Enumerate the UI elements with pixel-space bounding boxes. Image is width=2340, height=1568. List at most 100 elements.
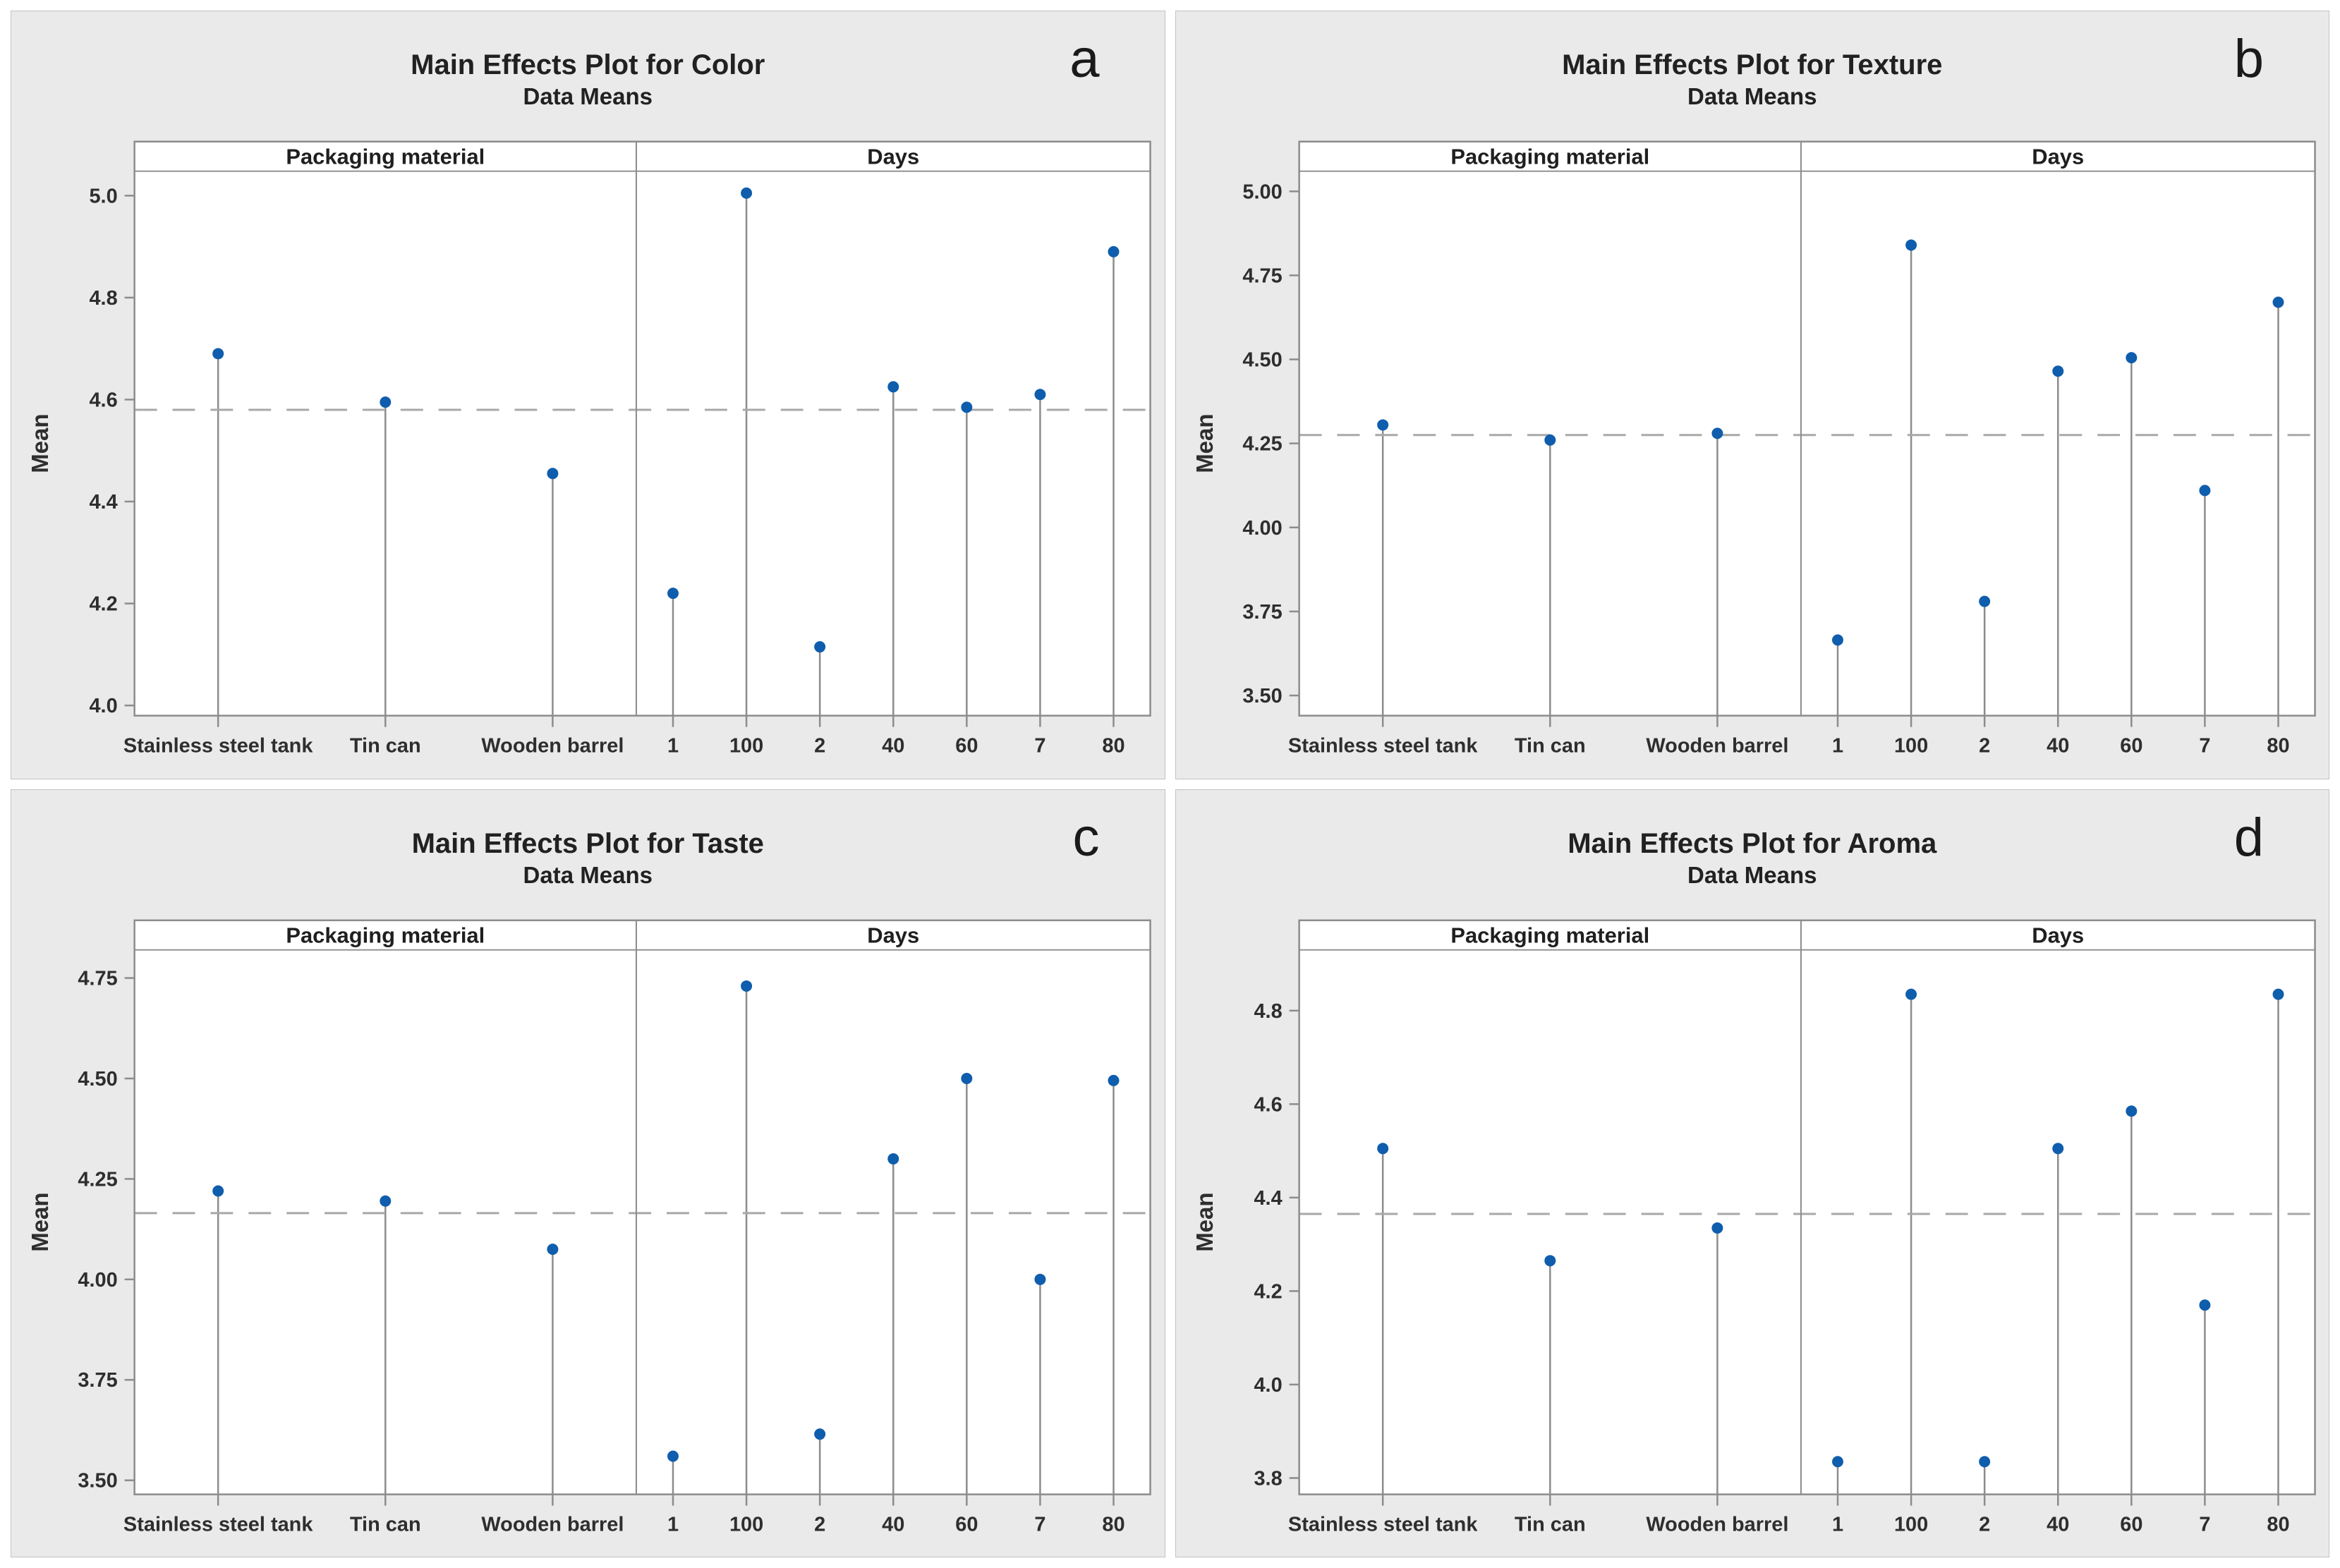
chart-taste-plot: Packaging material Days 3.50 3.75 4.00 4.25 4.… xyxy=(27,918,1151,1536)
data-point-marker xyxy=(547,468,559,480)
x-category-label: 2 xyxy=(814,1513,825,1536)
y-tick-label: 4.4 xyxy=(89,491,117,513)
chart-aroma-plot: Packaging material Days 3.8 4.0 4.2 4.4 4.6 4.8… xyxy=(1191,918,2316,1536)
x-category-label: Tin can xyxy=(1514,1513,1585,1536)
panel-header-packaging: Packaging material xyxy=(1450,923,1649,947)
y-tick-label: 4.25 xyxy=(78,1168,117,1191)
x-category-label: Stainless steel tank xyxy=(123,1513,313,1536)
data-point-marker xyxy=(1034,1273,1046,1285)
y-tick-label: 3.50 xyxy=(1242,685,1282,707)
chart-color-plot: Packaging material Days 4.0 4.2 4.4 4.6 4.8 5.0… xyxy=(27,140,1151,758)
x-category-label: 7 xyxy=(1034,735,1045,758)
y-tick-label: 4.50 xyxy=(1242,349,1282,372)
data-point-marker xyxy=(1905,239,1917,251)
plot-border xyxy=(1297,140,2316,717)
x-category-label: 1 xyxy=(667,1513,679,1536)
data-point-marker xyxy=(667,1450,679,1461)
x-category-label: 80 xyxy=(1102,735,1124,758)
y-axis-title: Mean xyxy=(27,1192,53,1251)
data-point-marker xyxy=(1978,1455,1990,1467)
x-category-label: 100 xyxy=(1893,1513,1927,1536)
x-category-label: Wooden barrel xyxy=(1646,1513,1788,1536)
panel-header-packaging: Packaging material xyxy=(1450,145,1649,169)
plot-border xyxy=(1297,918,2316,1495)
y-tick-label: 5.00 xyxy=(1242,181,1282,203)
x-category-label: 60 xyxy=(955,735,978,758)
panel-letter: d xyxy=(2233,807,2264,868)
data-point-marker xyxy=(741,187,753,199)
chart-taste: Packaging material Days 3.50 3.75 4.00 4.25 4.… xyxy=(11,789,1165,1557)
x-category-label: Wooden barrel xyxy=(481,1513,624,1536)
plot-background xyxy=(134,141,1151,716)
panel-letter: a xyxy=(1069,29,1100,89)
data-point-marker xyxy=(2198,1299,2210,1311)
data-point-marker xyxy=(1978,595,1990,607)
x-category-label: 60 xyxy=(955,1513,978,1536)
y-tick-label: 3.8 xyxy=(1254,1467,1282,1490)
data-point-marker xyxy=(2272,988,2284,1000)
chart-aroma: Packaging material Days 3.8 4.0 4.2 4.4 4.6 4.8… xyxy=(1175,789,2329,1557)
y-tick-label: 4.6 xyxy=(89,389,117,411)
panel-header-packaging: Packaging material xyxy=(286,145,485,169)
y-tick-label: 4.50 xyxy=(78,1067,117,1090)
x-category-label: 2 xyxy=(1979,1513,1990,1536)
data-point-marker xyxy=(1544,434,1556,446)
data-point-marker xyxy=(2051,365,2063,377)
plot-border xyxy=(133,140,1151,717)
y-tick-label: 4.2 xyxy=(89,593,117,616)
data-point-marker xyxy=(887,1153,899,1165)
x-category-label: 7 xyxy=(1034,1513,1045,1536)
x-category-label: 7 xyxy=(2199,735,2210,758)
data-point-marker xyxy=(2125,352,2137,364)
y-axis-title: Mean xyxy=(1191,414,1217,473)
y-tick-label: 4.8 xyxy=(1254,999,1282,1022)
x-category-label: 80 xyxy=(1102,1513,1124,1536)
y-tick-label: 4.8 xyxy=(89,287,117,310)
panel-header-days: Days xyxy=(867,145,919,169)
data-point-marker xyxy=(1108,245,1120,257)
x-category-label: 1 xyxy=(1831,1513,1843,1536)
y-tick-label: 5.0 xyxy=(89,185,117,207)
data-point-marker xyxy=(961,1072,973,1084)
x-category-label: 40 xyxy=(2047,1513,2069,1536)
x-category-label: 1 xyxy=(667,735,679,758)
data-point-marker xyxy=(1376,419,1388,431)
x-category-label: 80 xyxy=(2267,1513,2289,1536)
y-tick-label: 4.6 xyxy=(1254,1093,1282,1116)
data-point-marker xyxy=(814,1428,826,1440)
x-category-label: 1 xyxy=(1831,735,1843,758)
x-category-label: 80 xyxy=(2267,735,2289,758)
x-category-label: Wooden barrel xyxy=(1646,735,1788,758)
data-point-marker xyxy=(1544,1254,1556,1266)
data-point-marker xyxy=(1034,389,1046,401)
data-point-marker xyxy=(212,1185,224,1196)
x-category-label: Stainless steel tank xyxy=(1287,735,1477,758)
data-point-marker xyxy=(1108,1074,1120,1086)
panel-header-packaging: Packaging material xyxy=(286,923,485,947)
x-category-label: 2 xyxy=(814,735,825,758)
x-category-label: Tin can xyxy=(350,1513,421,1536)
plot-background xyxy=(1299,141,2315,716)
x-category-label: Stainless steel tank xyxy=(1287,1513,1477,1536)
y-tick-label: 4.2 xyxy=(1254,1280,1282,1303)
data-point-marker xyxy=(2198,485,2210,497)
data-point-marker xyxy=(212,348,224,360)
y-tick-label: 3.75 xyxy=(1242,601,1282,624)
plot-background xyxy=(1299,920,2315,1495)
data-point-marker xyxy=(1711,1222,1723,1234)
data-point-marker xyxy=(667,588,679,600)
data-point-marker xyxy=(1831,634,1843,646)
x-category-label: 100 xyxy=(729,1513,763,1536)
data-point-marker xyxy=(380,396,392,408)
data-point-marker xyxy=(961,401,973,413)
data-point-marker xyxy=(814,641,826,653)
data-point-marker xyxy=(741,980,753,992)
x-category-label: Tin can xyxy=(350,735,421,758)
x-category-label: 100 xyxy=(729,735,763,758)
charts-grid: Packaging material Days 4.0 4.2 4.4 4.6 4.8 5.0… xyxy=(11,11,2329,1557)
plot-border xyxy=(133,918,1151,1495)
y-tick-label: 4.4 xyxy=(1254,1186,1282,1209)
y-tick-label: 4.25 xyxy=(1242,433,1282,456)
x-category-label: 40 xyxy=(882,1513,904,1536)
